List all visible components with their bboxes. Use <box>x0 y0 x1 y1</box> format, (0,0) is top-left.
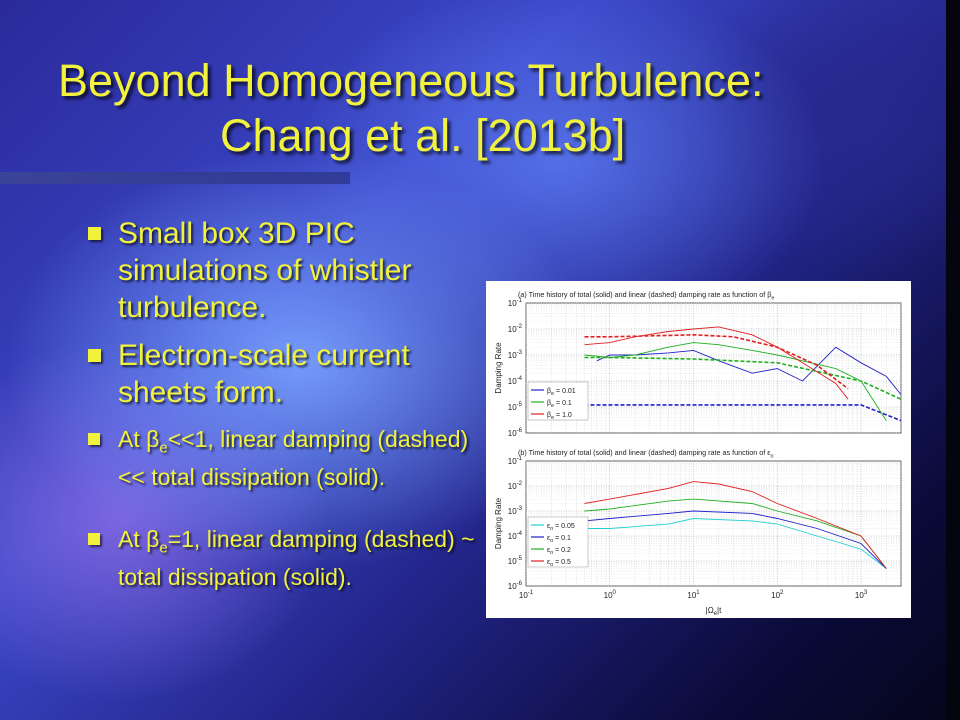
panel-title-2: (b) Time history of total (solid) and li… <box>518 448 774 460</box>
y-tick-label: 10-5 <box>508 402 523 412</box>
x-tick-label: 10-1 <box>519 590 534 600</box>
title-underline-bar <box>0 172 350 184</box>
legend-label: εo = 0.2 <box>547 547 571 556</box>
x-tick-label: 101 <box>687 590 700 600</box>
y-tick-label: 10-1 <box>508 298 523 308</box>
y-tick-label: 10-3 <box>508 506 523 516</box>
x-tick-label: 100 <box>604 590 617 600</box>
y-tick-label: 10-6 <box>508 581 523 591</box>
series-line-1-3 <box>584 342 887 421</box>
y-tick-label: 10-4 <box>508 531 523 541</box>
square-bullet-icon <box>88 227 101 240</box>
series-line-2-1 <box>584 518 887 569</box>
y-tick-label: 10-4 <box>508 376 523 386</box>
panel-title-1: (a) Time history of total (solid) and li… <box>518 290 774 302</box>
legend-label: βe = 0.01 <box>547 388 576 397</box>
bullet-text-4: At βe=1, linear damping (dashed) ~ total… <box>118 526 475 590</box>
slide-edge <box>946 0 960 720</box>
bullet-text-3: At βe<<1, linear damping (dashed) << tot… <box>118 426 469 490</box>
series-line-1-6 <box>584 333 849 390</box>
plot-frame-1 <box>525 302 902 434</box>
square-bullet-icon <box>88 533 100 545</box>
series-line-2-3 <box>584 498 887 569</box>
y-tick-label: 10-5 <box>508 556 523 566</box>
y-tick-label: 10-1 <box>508 456 523 466</box>
series-line-2-2 <box>584 510 887 569</box>
damping-rate-chart: (a) Time history of total (solid) and li… <box>494 290 902 617</box>
legend-label: εo = 0.1 <box>547 535 571 544</box>
x-tick-label: 102 <box>771 590 784 600</box>
square-bullet-icon <box>88 433 100 445</box>
y-axis-label: Damping Rate <box>494 342 503 394</box>
x-axis-label: |Ωe|t <box>706 606 722 617</box>
bullet-text-2: Electron-scale current sheets form. <box>118 339 410 409</box>
legend-label: βe = 0.1 <box>547 400 572 409</box>
bullet-text-1: Small box 3D PIC simulations of whistler… <box>118 217 412 324</box>
slide-title-line-2: Chang et al. [2013b] <box>220 110 626 161</box>
y-tick-label: 10-2 <box>508 481 523 491</box>
series-line-1-2 <box>584 404 902 422</box>
damping-rate-figure: (a) Time history of total (solid) and li… <box>486 281 911 618</box>
y-tick-label: 10-2 <box>508 324 523 334</box>
series-line-1-5 <box>584 326 849 400</box>
legend-label: εo = 0.5 <box>547 559 571 568</box>
y-tick-label: 10-6 <box>508 428 523 438</box>
series-line-1-4 <box>584 356 902 400</box>
square-bullet-icon <box>88 349 101 362</box>
slide-title-line-1: Beyond Homogeneous Turbulence: <box>58 55 764 106</box>
y-tick-label: 10-3 <box>508 350 523 360</box>
y-axis-label: Damping Rate <box>494 497 503 549</box>
x-tick-label: 103 <box>855 590 868 600</box>
series-line-2-4 <box>584 481 887 569</box>
legend-label: βe = 1.0 <box>547 412 572 421</box>
plot-frame-2 <box>525 460 902 587</box>
legend-label: εo = 0.05 <box>547 523 575 532</box>
